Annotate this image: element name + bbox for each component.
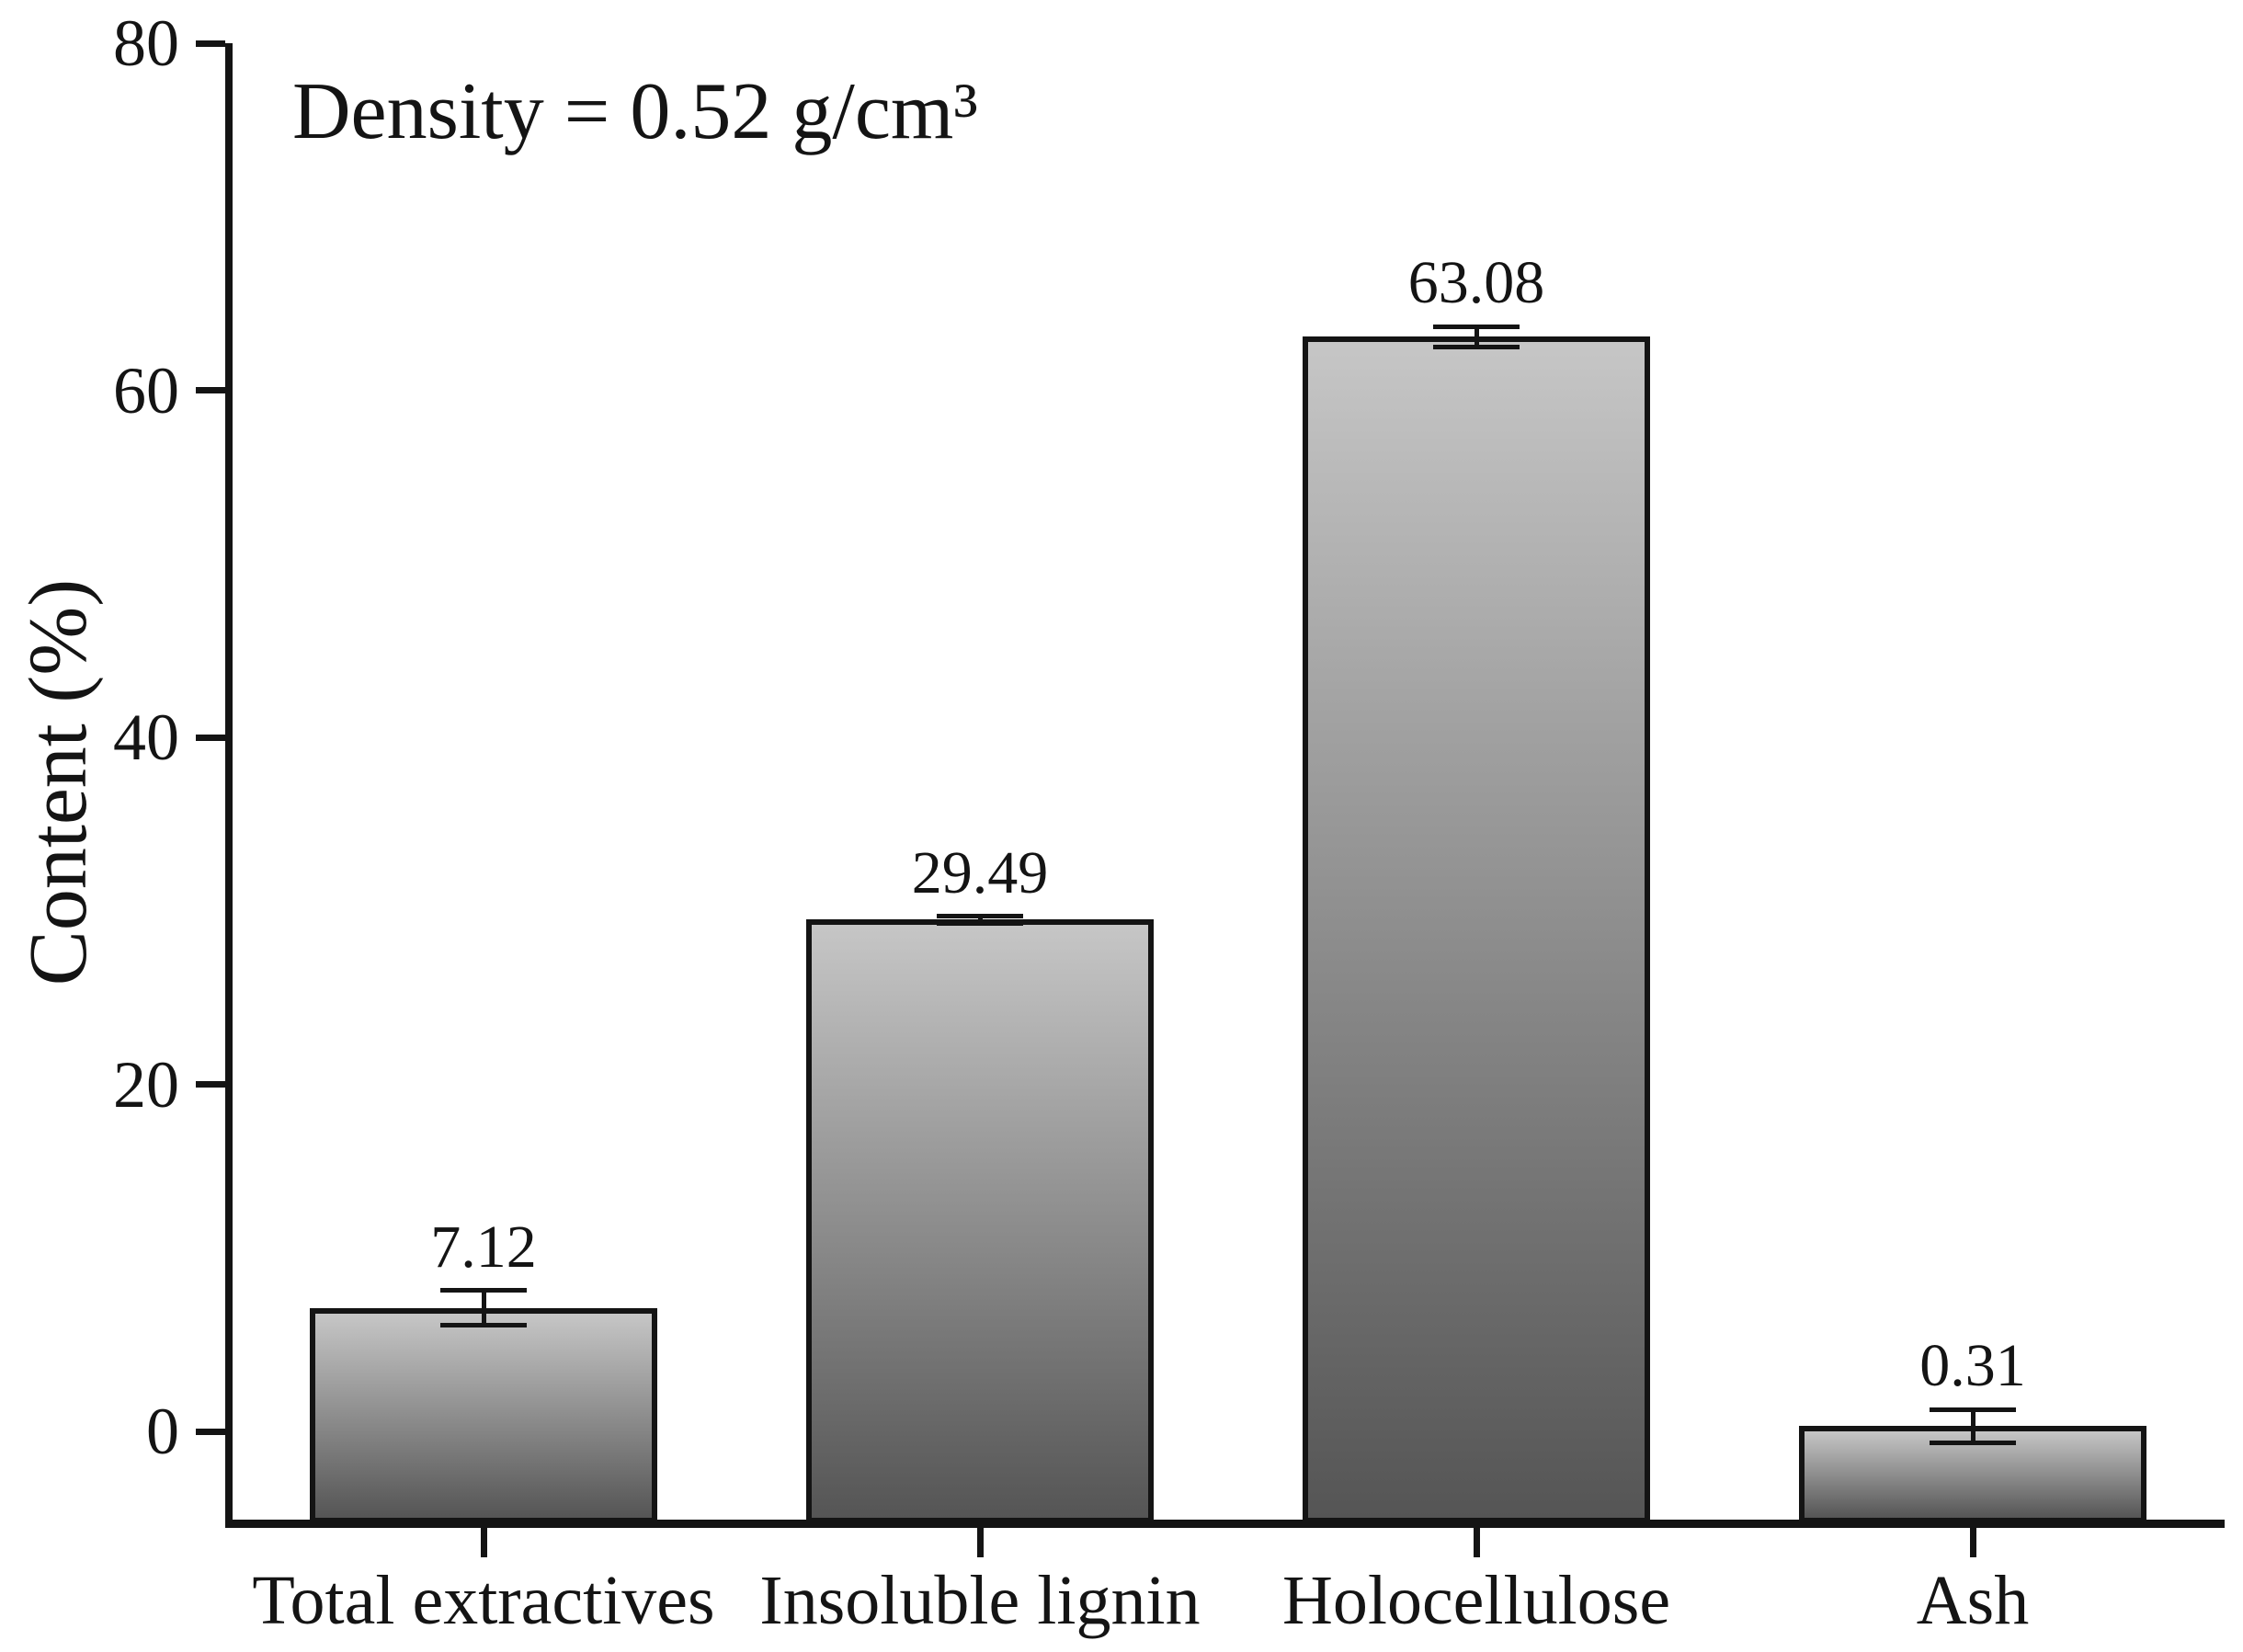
bar-insoluble-lignin	[806, 919, 1154, 1523]
x-axis-line	[225, 1520, 2225, 1528]
error-bar-cap-bottom	[1433, 345, 1520, 350]
x-category-label: Total extractives	[252, 1562, 715, 1639]
bar-value-label: 63.08	[1407, 249, 1545, 317]
y-tick-mark	[196, 1428, 225, 1435]
y-tick-label: 20	[113, 1047, 179, 1122]
bar-value-label: 29.49	[911, 838, 1049, 906]
error-bar-cap-top	[1433, 324, 1520, 329]
x-category-label: Ash	[1916, 1562, 2030, 1639]
x-category-label: Insoluble lignin	[759, 1562, 1201, 1639]
density-annotation: Density = 0.52 g/cm³	[292, 67, 978, 156]
error-bar-stem	[977, 916, 983, 924]
y-tick-mark	[196, 734, 225, 741]
error-bar-cap-bottom	[1930, 1440, 2016, 1445]
y-tick-label: 60	[113, 353, 179, 427]
y-axis-line	[225, 43, 233, 1521]
bar-total-extractives	[310, 1307, 657, 1523]
error-bar-stem	[1970, 1409, 1975, 1443]
bar-value-label: 0.31	[1919, 1332, 2026, 1400]
error-bar-cap-top	[440, 1288, 527, 1293]
error-bar-cap-bottom	[440, 1323, 527, 1328]
x-tick-mark	[976, 1528, 984, 1557]
y-tick-label: 0	[146, 1395, 179, 1469]
x-category-label: Holocellulose	[1281, 1562, 1671, 1639]
y-tick-label: 80	[113, 6, 179, 80]
y-tick-mark	[196, 1081, 225, 1088]
bar-value-label: 7.12	[430, 1213, 537, 1281]
bar-holocellulose	[1303, 336, 1650, 1523]
error-bar-cap-bottom	[937, 920, 1023, 926]
error-bar-cap-top	[937, 914, 1023, 919]
x-tick-mark	[1969, 1528, 1976, 1557]
error-bar-stem	[481, 1290, 486, 1326]
x-tick-mark	[480, 1528, 487, 1557]
x-tick-mark	[1473, 1528, 1480, 1557]
error-bar-stem	[1474, 326, 1479, 347]
y-tick-label: 40	[113, 701, 179, 775]
y-tick-mark	[196, 387, 225, 393]
error-bar-cap-top	[1930, 1407, 2016, 1412]
y-tick-mark	[196, 40, 225, 47]
